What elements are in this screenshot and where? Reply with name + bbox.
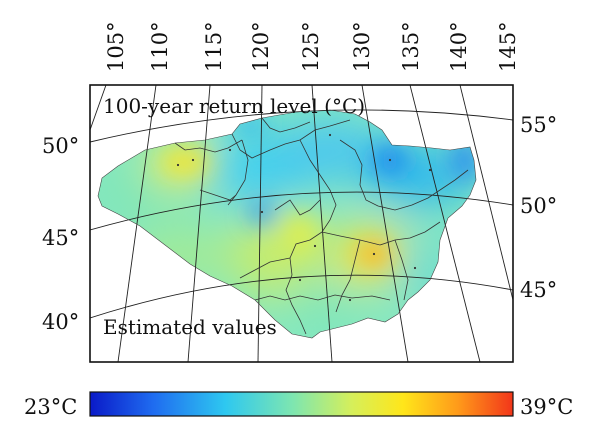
colorbar-min-label: 23°C [24, 395, 77, 419]
lon-label-2: 115° [202, 21, 226, 72]
boundary-lines [174, 117, 469, 335]
lon-label-5: 130° [350, 21, 374, 72]
lon-label-0: 105° [104, 21, 128, 72]
lon-label-6: 135° [399, 21, 423, 72]
map-frame [89, 84, 514, 363]
lat-label-right-55: 55° [520, 113, 557, 137]
map-subtitle: Estimated values [103, 315, 277, 339]
colorbar [89, 391, 514, 417]
meridian-lines [90, 85, 513, 362]
lon-label-4: 125° [299, 21, 323, 72]
map-area: 100-year return level (°C) Estimated val… [90, 85, 513, 362]
lon-label-8: 145° [496, 21, 520, 72]
station-markers [176, 133, 432, 302]
region-outline [97, 109, 477, 339]
lat-label-left-45: 45° [42, 226, 79, 250]
left-latitude-labels: 50° 45° 40° [42, 134, 79, 334]
lon-label-1: 110° [148, 21, 172, 72]
lat-label-left-50: 50° [42, 134, 79, 158]
lat-label-left-40: 40° [42, 310, 79, 334]
longitude-tick-labels: 105° 110° 115° 120° 125° 130° 135° 140° 145° [104, 21, 520, 72]
lat-label-right-50: 50° [520, 194, 557, 218]
map-title: 100-year return level (°C) [103, 94, 365, 118]
right-latitude-labels: 55° 50° 45° [520, 113, 557, 302]
colorbar-max-label: 39°C [520, 395, 573, 419]
lon-label-7: 140° [447, 21, 471, 72]
lon-label-3: 120° [249, 21, 273, 72]
temperature-field [98, 110, 476, 338]
lat-label-right-45: 45° [520, 278, 557, 302]
